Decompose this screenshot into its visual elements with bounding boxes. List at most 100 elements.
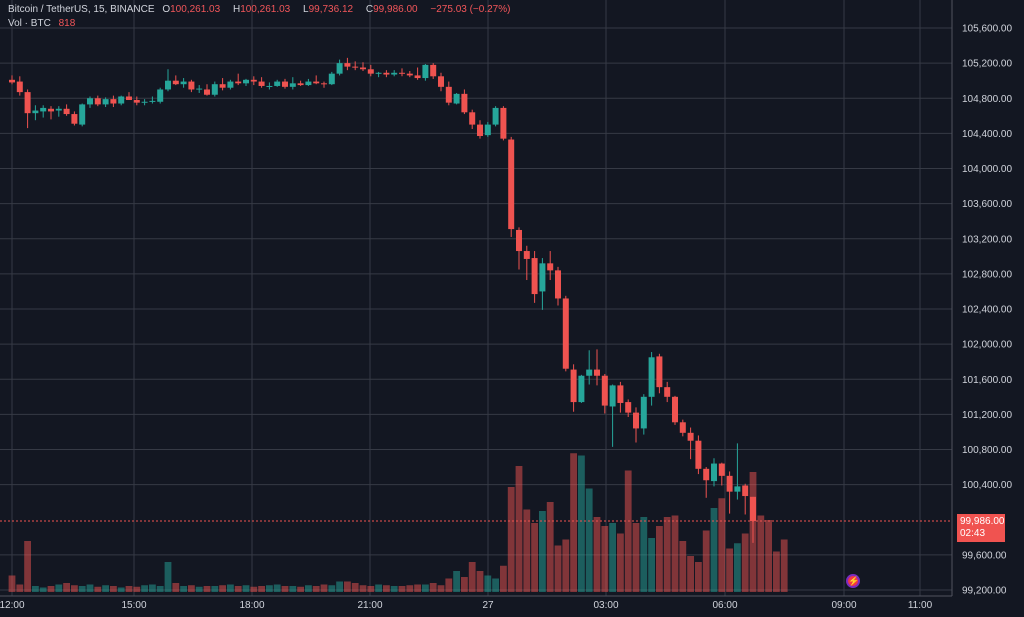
candle [492,106,499,127]
candle-body [282,81,288,87]
volume-bar [492,578,499,592]
time-axis[interactable]: 12:00 15:00 18:00 21:00 27 03:00 06:00 09:00 11:… [0,600,933,611]
price-axis[interactable]: 105,600.00 105,200.00 104,800.00 104,400.00… [962,24,1012,597]
candle [141,99,148,106]
candle-body [508,139,515,230]
candle-body [352,66,359,68]
candle [282,78,288,89]
candle-body [133,100,140,103]
candle [562,295,569,372]
candle [726,471,733,514]
volume-bar [297,586,304,592]
volume-bar [141,585,148,592]
volume-bar [234,586,242,592]
symbol-legend[interactable]: Bitcoin / TetherUS, 15, BINANCE O100,261… [8,4,515,15]
volume-bar [367,586,375,592]
volume-bar [461,577,468,592]
candle-body [679,422,686,433]
candle [79,103,86,127]
price-tick-label: 101,200.00 [962,410,1012,421]
volume-bar [679,541,687,592]
volume-bar [663,517,671,592]
volume-bar [63,583,70,592]
candle [391,70,398,77]
volume-legend[interactable]: Vol · BTC 818 [8,18,80,29]
candlesticks [9,57,756,543]
candle-body [328,73,335,85]
candle-body [219,84,226,88]
price-tick-label: 105,600.00 [962,24,1012,35]
candle-body [141,101,148,103]
candle [71,111,78,126]
volume-bar [539,511,546,592]
volume-bar [227,584,234,592]
volume-bar [32,586,39,592]
candle [703,467,710,498]
volume-bar [671,515,679,592]
price-tick-label: 104,000.00 [962,164,1012,175]
price-tick-label: 102,800.00 [962,269,1012,280]
price-tick-label: 100,800.00 [962,445,1012,456]
candle [547,251,554,281]
time-tick-label: 06:00 [712,600,737,611]
candle-body [391,72,398,75]
volume-bar [445,578,453,592]
candle [594,349,600,386]
candle [133,96,140,106]
candle [414,67,421,80]
volume-bar [562,539,570,592]
volume-bar [383,585,390,592]
volume-bar [39,587,47,592]
grid-lines [0,0,953,597]
candle-body [406,73,413,76]
volume-bar [726,548,733,592]
candle [484,121,491,137]
volume-bar [149,584,156,592]
candle-body [79,104,86,125]
volume-bar [156,586,164,592]
volume-bar [578,455,585,592]
volume-bar [188,585,195,592]
candle-body [55,108,62,111]
candle-body [165,80,171,90]
volume-bar [289,586,297,592]
candle [640,394,647,435]
candle [500,106,507,141]
candle-body [188,81,195,90]
close-label: C [365,4,374,15]
candle-body [718,463,725,476]
volume-bar [125,586,133,592]
candle [16,76,23,96]
time-tick-label: 21:00 [357,600,382,611]
candle-body [313,81,320,84]
lightning-icon[interactable]: ⚡ [846,574,860,588]
candle-body [531,258,538,295]
price-tick-label: 102,000.00 [962,340,1012,351]
candle [609,384,616,447]
volume-bar [375,584,382,592]
volume-bar [453,571,460,592]
candle-body [516,229,522,252]
candle [539,258,546,310]
candle [250,76,257,86]
candle-body [227,81,234,88]
candle-body [664,387,671,397]
low-value: 99,736.12 [308,4,354,15]
candle-body [742,485,749,497]
candle-body [562,298,569,369]
candle-body [547,263,554,271]
volume-bar [258,586,265,592]
candle-body [445,86,452,103]
volume-bars [8,453,788,592]
candle-body [523,251,530,259]
candle-body [687,432,694,441]
volume-bar [695,562,702,592]
candle [360,62,366,72]
candle [219,78,226,91]
candle [617,381,624,413]
volume-bar [484,575,492,592]
volume-bar [640,517,648,592]
candle [258,77,265,88]
